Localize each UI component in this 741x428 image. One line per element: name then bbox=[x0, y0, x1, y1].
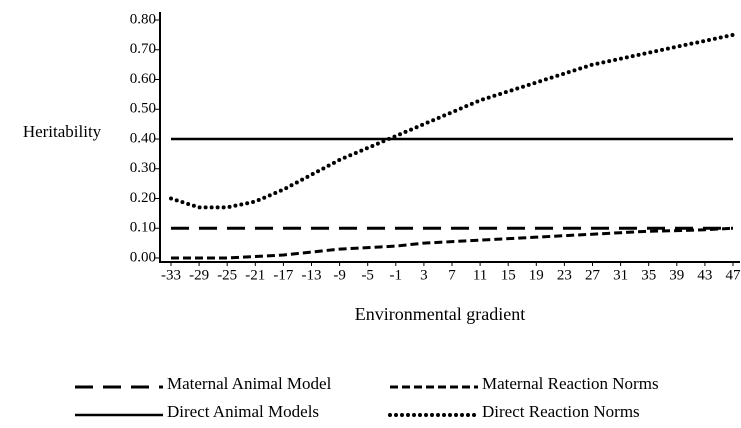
legend-label: Maternal Animal Model bbox=[167, 374, 332, 393]
x-tick-label: 27 bbox=[585, 267, 601, 283]
y-tick-label: 0.50 bbox=[130, 101, 156, 117]
x-tick-label: -25 bbox=[217, 267, 237, 283]
x-tick-label: 39 bbox=[669, 267, 684, 283]
y-tick-label: 0.20 bbox=[130, 190, 156, 206]
legend-label: Maternal Reaction Norms bbox=[482, 374, 659, 393]
x-tick-label: 7 bbox=[448, 267, 456, 283]
x-tick-label: -13 bbox=[302, 267, 322, 283]
y-tick-label: 0.30 bbox=[130, 160, 156, 176]
y-tick-label: 0.60 bbox=[130, 71, 156, 87]
x-tick-label: 19 bbox=[529, 267, 544, 283]
y-tick-label: 0.70 bbox=[130, 41, 156, 57]
legend-label: Direct Animal Models bbox=[167, 402, 319, 421]
x-tick-label: 15 bbox=[501, 267, 516, 283]
legend-label: Direct Reaction Norms bbox=[482, 402, 640, 421]
y-tick-label: 0.80 bbox=[130, 11, 156, 27]
x-tick-label: 35 bbox=[641, 267, 656, 283]
series-line bbox=[169, 32, 735, 210]
x-tick-label: -33 bbox=[161, 267, 181, 283]
y-axis-label: Heritability bbox=[23, 122, 102, 141]
y-tick-label: 0.10 bbox=[130, 220, 156, 236]
x-tick-label: 11 bbox=[473, 267, 487, 283]
x-tick-label: 31 bbox=[613, 267, 628, 283]
y-tick-label: 0.40 bbox=[130, 130, 156, 146]
x-tick-label: -1 bbox=[390, 267, 403, 283]
x-tick-label: -5 bbox=[361, 267, 374, 283]
x-axis-label: Environmental gradient bbox=[355, 304, 525, 324]
x-tick-label: -9 bbox=[333, 267, 346, 283]
x-tick-label: 23 bbox=[557, 267, 572, 283]
x-tick-label: -21 bbox=[245, 267, 265, 283]
series-line bbox=[171, 226, 734, 260]
y-tick-label: 0.00 bbox=[130, 249, 156, 265]
x-tick-label: 3 bbox=[420, 267, 428, 283]
x-tick-label: -17 bbox=[273, 267, 293, 283]
x-tick-label: -29 bbox=[189, 267, 209, 283]
x-tick-label: 47 bbox=[726, 267, 741, 283]
x-tick-label: 43 bbox=[697, 267, 712, 283]
